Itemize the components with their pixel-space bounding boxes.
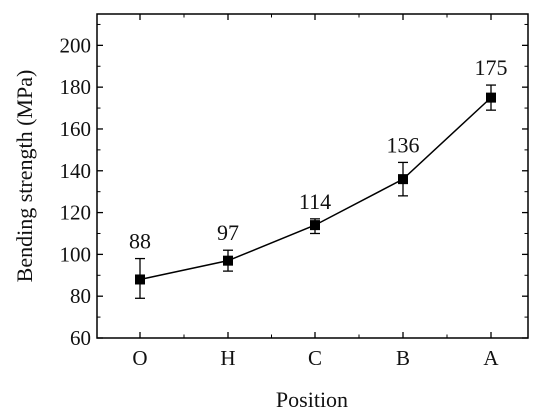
y-tick-label-160: 160 [60, 117, 92, 141]
x-tick-label-O: O [132, 346, 147, 370]
y-tick-label-60: 60 [70, 326, 91, 350]
data-label-B: 136 [387, 132, 420, 157]
y-axis-label: Bending strength (MPa) [12, 70, 37, 283]
x-tick-label-A: A [483, 346, 499, 370]
y-tick-label-80: 80 [70, 284, 91, 308]
x-tick-label-B: B [396, 346, 410, 370]
data-label-O: 88 [129, 229, 151, 254]
data-labels: 88 97 114 136 175 [129, 55, 508, 253]
y-tick-label-100: 100 [60, 242, 92, 266]
y-axis: 60 80 100 120 140 160 180 200 [60, 23, 528, 350]
x-tick-label-C: C [308, 346, 322, 370]
data-label-H: 97 [217, 220, 239, 245]
data-point-H [223, 255, 233, 266]
data-label-A: 175 [475, 55, 508, 80]
y-tick-label-180: 180 [60, 75, 92, 99]
x-axis-label: Position [276, 387, 348, 412]
y-tick-label-120: 120 [60, 201, 92, 225]
data-point-O [135, 274, 145, 285]
x-tick-label-H: H [220, 346, 235, 370]
plot-frame [96, 13, 529, 339]
markers [135, 92, 496, 285]
data-label-C: 114 [299, 189, 331, 214]
data-point-A [486, 92, 496, 103]
y-tick-label-200: 200 [60, 33, 92, 57]
data-point-C [310, 220, 320, 231]
y-tick-label-140: 140 [60, 159, 92, 183]
data-point-B [398, 174, 408, 185]
